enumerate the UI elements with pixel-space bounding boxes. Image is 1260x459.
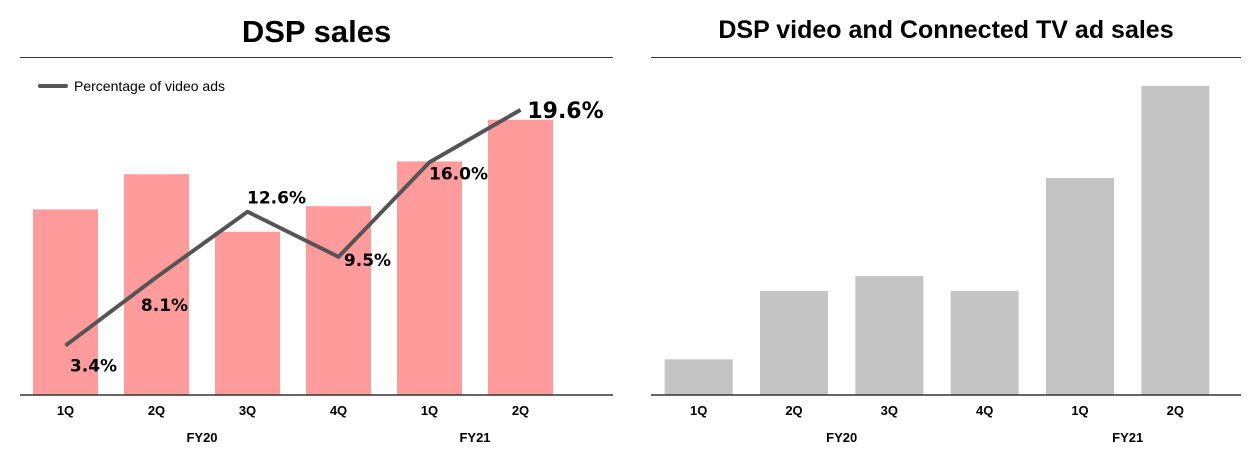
x-tick-label: 2Q — [1167, 403, 1184, 418]
bar — [1046, 177, 1114, 395]
fiscal-year-label: FY20 — [826, 430, 857, 445]
data-label: 8.1% — [141, 296, 188, 316]
legend: Percentage of video ads — [38, 78, 225, 94]
x-tick-label: 1Q — [1071, 403, 1088, 418]
chart-title: DSP sales — [241, 14, 392, 49]
bar — [124, 174, 189, 395]
bar — [306, 206, 371, 395]
video-ctv-plot: 1Q 2Q 3Q 4Q 1Q 2Q FY20 FY21 — [651, 85, 1241, 445]
bar — [855, 276, 924, 395]
bar — [215, 231, 280, 395]
bar — [488, 119, 553, 396]
x-tick-label: 2Q — [785, 403, 802, 418]
fiscal-year-label: FY20 — [186, 430, 217, 445]
bar — [664, 359, 733, 395]
chart-title: DSP video and Connected TV ad sales — [718, 16, 1174, 44]
bar — [1141, 85, 1210, 395]
title-rule — [20, 57, 613, 58]
bar — [760, 290, 828, 395]
x-tick-label: 2Q — [512, 403, 529, 418]
fiscal-year-label: FY21 — [1112, 430, 1143, 445]
data-label: 12.6% — [247, 189, 306, 209]
x-tick-label: 1Q — [57, 403, 74, 418]
dsp-sales-plot: 1Q 2Q 3Q 4Q 1Q 2Q FY20 FY21 3.4% 8.1% 12.6% 9.5% 16.… — [20, 99, 613, 445]
x-tick-label: 1Q — [421, 403, 438, 418]
video-ctv-chart: DSP video and Connected TV ad sales 1Q 2Q… — [651, 0, 1241, 459]
bar — [950, 290, 1019, 395]
fiscal-year-label: FY21 — [459, 430, 490, 445]
data-label: 9.5% — [344, 251, 391, 271]
title-rule — [651, 57, 1241, 58]
data-label: 19.6% — [527, 99, 603, 124]
x-tick-label: 2Q — [148, 403, 165, 418]
bar — [33, 209, 98, 395]
legend-line-swatch — [38, 84, 68, 88]
video-ads-line — [64, 108, 522, 348]
x-tick-label: 4Q — [976, 403, 993, 418]
bar — [397, 161, 462, 395]
x-tick-label: 3Q — [881, 403, 898, 418]
x-tick-label: 4Q — [330, 403, 347, 418]
dsp-sales-chart: DSP sales Percentage of video ads 1Q 2Q 3Q… — [20, 0, 613, 459]
x-tick-label: 1Q — [690, 403, 707, 418]
data-label: 3.4% — [70, 357, 117, 377]
data-label: 16.0% — [429, 164, 488, 184]
x-tick-label: 3Q — [239, 403, 256, 418]
legend-label: Percentage of video ads — [74, 78, 225, 94]
